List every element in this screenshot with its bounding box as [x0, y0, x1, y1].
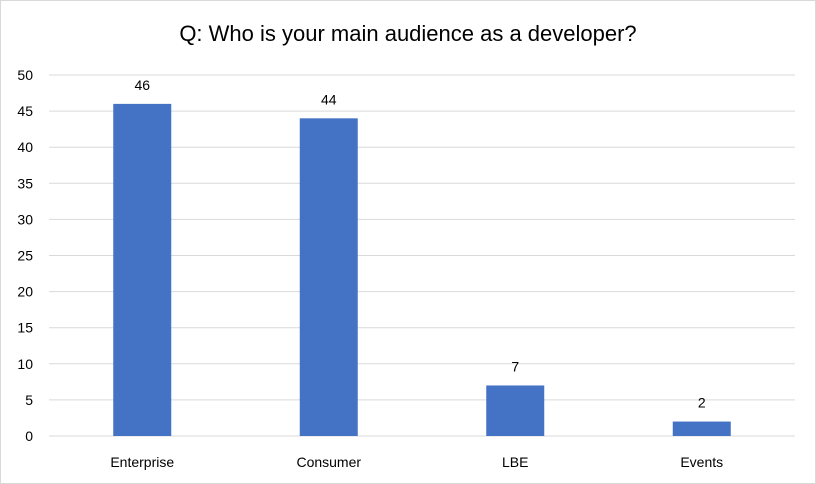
data-label-lbe: 7 [511, 358, 519, 374]
x-category-enterprise: Enterprise [110, 454, 174, 470]
y-tick-label: 10 [17, 356, 33, 372]
x-category-events: Events [680, 454, 723, 470]
y-tick-label: 0 [25, 428, 33, 444]
y-tick-label: 30 [17, 211, 33, 227]
x-category-consumer: Consumer [296, 454, 361, 470]
bar-consumer [299, 118, 358, 436]
data-labels: 46 44 7 2 [134, 77, 705, 411]
bar-enterprise [113, 103, 172, 436]
data-label-enterprise: 46 [134, 77, 150, 93]
y-tick-label: 45 [17, 103, 33, 119]
x-axis-categories: Enterprise Consumer LBE Events [110, 454, 723, 470]
data-label-consumer: 44 [321, 91, 337, 107]
y-tick-label: 15 [17, 320, 33, 336]
x-category-lbe: LBE [502, 454, 528, 470]
y-tick-label: 35 [17, 175, 33, 191]
y-axis-ticks: 0 5 10 15 20 25 30 35 40 45 50 [17, 67, 33, 444]
y-tick-label: 25 [17, 248, 33, 264]
data-label-events: 2 [698, 395, 706, 411]
bars [113, 103, 731, 436]
bar-lbe [486, 385, 545, 436]
grid-lines [49, 74, 795, 437]
chart-title: Q: Who is your main audience as a develo… [179, 21, 636, 46]
y-tick-label: 50 [17, 67, 33, 83]
y-tick-label: 20 [17, 284, 33, 300]
y-tick-label: 40 [17, 139, 33, 155]
bar-events [672, 421, 731, 436]
y-tick-label: 5 [25, 392, 33, 408]
